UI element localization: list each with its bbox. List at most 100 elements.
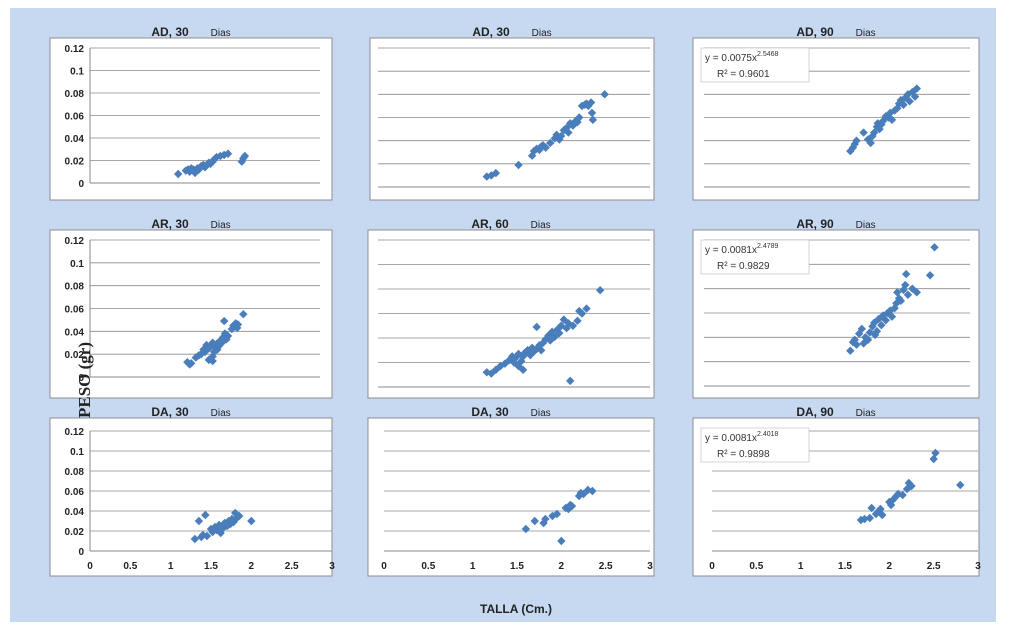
- data-point: [885, 497, 894, 507]
- data-point: [491, 168, 501, 178]
- regression-equation: y = 0.0081x2.4018: [705, 431, 779, 444]
- data-point: [556, 131, 566, 141]
- panel-title-suffix: Dias: [856, 408, 876, 419]
- data-point: [899, 100, 908, 109]
- y-tick-label: 0.1: [70, 447, 84, 458]
- panel-background: [49, 37, 333, 201]
- x-tick-label: 0.5: [749, 561, 763, 572]
- panel-title-main: AR, 60: [471, 217, 509, 231]
- data-point: [183, 357, 192, 367]
- x-tick-label: 2: [559, 561, 565, 572]
- data-point: [575, 113, 584, 122]
- data-point: [912, 84, 921, 93]
- data-point: [546, 138, 555, 148]
- data-point: [566, 119, 575, 128]
- data-point: [541, 514, 550, 524]
- data-point: [577, 309, 587, 318]
- equation-base: y = 0.0081x: [705, 433, 757, 444]
- panel-title-suffix: Dias: [532, 28, 552, 39]
- panel-title: DA, 30 Dias: [471, 405, 550, 419]
- panel-title: AD, 90 Dias: [796, 25, 875, 39]
- data-point: [903, 290, 913, 299]
- x-tick-label: 2: [249, 561, 255, 572]
- x-tick-label: 2.5: [285, 561, 299, 572]
- regression-equation: y = 0.0075x2.5468: [705, 51, 779, 64]
- x-tick-label: 2.5: [599, 561, 613, 572]
- y-tick-label: 0.02: [65, 350, 85, 361]
- data-point: [555, 328, 564, 338]
- chart-panel: AD, 30 Dias 0.12 0.1 0.08 0.06 0.04 0.02 0: [49, 25, 333, 201]
- data-point: [863, 335, 873, 344]
- data-point: [552, 130, 561, 140]
- x-tick-label: 0: [87, 561, 93, 572]
- y-tick-label: 0.1: [70, 67, 84, 78]
- data-point: [877, 320, 886, 330]
- chart-panel: DA, 90 Dias 0 0.5 1 1.5 2 2.5 3 y = 0.0081x2.4018…: [692, 405, 981, 577]
- x-tick-label: 1.5: [204, 561, 218, 572]
- data-point: [579, 489, 588, 499]
- data-point: [194, 165, 204, 174]
- data-point: [201, 510, 210, 520]
- data-point: [886, 108, 895, 118]
- data-point: [568, 321, 578, 330]
- chart-panel: DA, 30 Dias 0 0.5 1 1.5 2 2.5 3: [367, 405, 655, 577]
- y-tick-label: 0.02: [65, 157, 85, 168]
- panel-title-main: DA, 90: [796, 405, 834, 419]
- y-tick-label: 0.04: [65, 507, 85, 518]
- data-point: [223, 149, 233, 158]
- data-point: [541, 335, 550, 344]
- panel-title-suffix: Dias: [856, 220, 876, 231]
- r-squared: R² = 0.9829: [717, 261, 770, 272]
- data-point: [925, 271, 935, 280]
- data-point: [894, 489, 903, 499]
- data-point: [567, 501, 577, 511]
- data-point: [233, 320, 243, 329]
- data-point: [566, 376, 575, 386]
- data-point: [514, 361, 523, 371]
- data-point: [905, 97, 914, 106]
- equation-box: [700, 427, 810, 463]
- r-squared: R² = 0.9601: [717, 69, 770, 80]
- data-point: [187, 359, 196, 368]
- data-point: [956, 480, 965, 490]
- data-point: [588, 486, 597, 496]
- data-point: [535, 145, 544, 155]
- data-point: [552, 509, 562, 519]
- data-point: [229, 517, 238, 527]
- data-point: [912, 288, 921, 297]
- data-point: [213, 345, 222, 354]
- data-point: [523, 346, 532, 355]
- regression-equation: y = 0.0081x2.4789: [705, 243, 779, 256]
- panel-background: [692, 37, 980, 201]
- x-tick-label: 3: [975, 561, 981, 572]
- data-point: [586, 98, 596, 107]
- data-point: [883, 308, 892, 318]
- data-point: [219, 316, 229, 326]
- data-point: [547, 327, 557, 337]
- x-tick-label: 1.5: [510, 561, 524, 572]
- data-point: [865, 328, 875, 337]
- equation-box: [700, 47, 810, 83]
- x-axis-label: TALLA (Cm.): [480, 602, 552, 616]
- r-squared: R² = 0.9898: [717, 449, 770, 460]
- chart-panel: AD, 90 Dias y = 0.0075x2.5468 R² = 0.9601: [692, 25, 980, 201]
- panel-title: AD, 30 Dias: [472, 25, 551, 39]
- panel-title: AR, 90 Dias: [796, 217, 875, 231]
- panel-title-main: AR, 90: [796, 217, 834, 231]
- data-point: [556, 321, 566, 330]
- panel-title-main: DA, 30: [151, 405, 189, 419]
- panel-title-suffix: Dias: [531, 408, 551, 419]
- y-tick-label: 0.04: [65, 327, 85, 338]
- data-point: [526, 350, 535, 360]
- panel-title-main: AD, 30: [151, 25, 189, 39]
- data-point: [852, 136, 861, 145]
- data-point: [870, 330, 880, 340]
- data-point: [908, 87, 917, 97]
- x-tick-label: 0: [709, 561, 715, 572]
- x-tick-label: 1.5: [838, 561, 852, 572]
- data-point: [890, 106, 899, 115]
- data-point: [173, 169, 183, 179]
- equation-exponent: 2.5468: [757, 51, 779, 58]
- chart-panel: AR, 90 Dias y = 0.0081x2.4789 R² = 0.9829: [692, 217, 980, 399]
